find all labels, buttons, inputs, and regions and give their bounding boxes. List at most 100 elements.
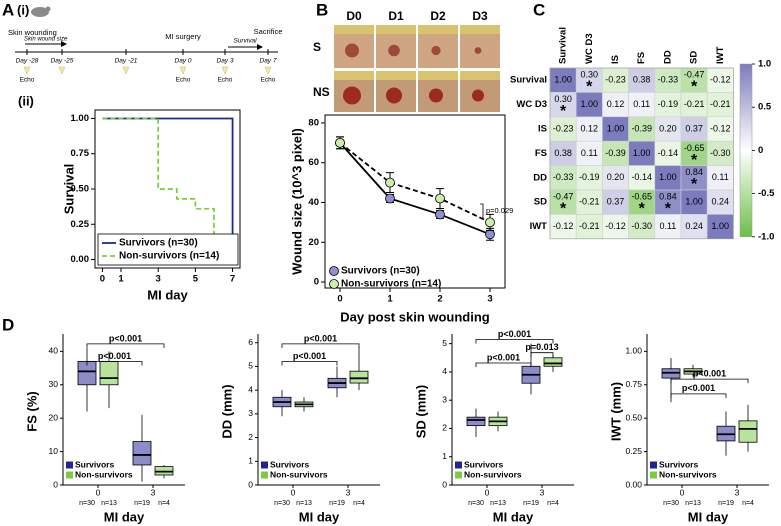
heatmap-cell: [628, 189, 656, 215]
y-tick-label: 3: [442, 394, 447, 404]
n-label: n=30: [663, 500, 679, 507]
data-point: [385, 177, 395, 188]
n-label: n=19: [329, 500, 345, 507]
data-point: [385, 193, 395, 204]
photo-row-label: NS: [313, 85, 330, 99]
data-point: [435, 193, 445, 204]
panel-label: D: [2, 315, 14, 334]
y-tick-label: 40: [308, 197, 319, 208]
echo-label: Echo: [218, 77, 233, 84]
legend-symbol: [261, 471, 268, 479]
legend-label: Non-survivors: [659, 469, 717, 479]
x-axis-label: MI day: [299, 509, 340, 524]
heatmap-cell: [602, 92, 629, 118]
cell-label: -0.23: [553, 123, 574, 133]
cell-label: -0.65: [631, 192, 652, 202]
photo-wound: [429, 88, 443, 103]
n-label: n=13: [685, 500, 701, 507]
cell-label: 1.00: [659, 172, 677, 182]
y-axis-label: Wound size (10^3 pixel): [289, 128, 304, 275]
significance-label: p<0.001: [693, 369, 726, 379]
n-label: n=30: [274, 500, 290, 507]
significance-label: p<0.001: [293, 351, 326, 361]
significance-bracket: [281, 343, 360, 348]
echo-label: Echo: [20, 77, 35, 84]
n-label: n=30: [79, 500, 95, 507]
x-tick-label: 3: [735, 487, 740, 497]
x-tick-label: 0: [485, 487, 490, 497]
y-tick-label: 0.75: [625, 379, 642, 389]
legend-symbol: [329, 279, 339, 289]
panel-label: A: [2, 0, 14, 19]
cell-label: 0.38: [554, 148, 572, 158]
data-point: [435, 209, 445, 220]
cell-label: 0.37: [607, 197, 625, 207]
y-tick-label: 0: [248, 479, 253, 489]
heatmap-cell: [602, 116, 629, 142]
significance-label: p<0.001: [98, 351, 131, 361]
legend-label: Non-survivors: [75, 469, 133, 479]
column-label: Survival: [558, 27, 569, 64]
heatmap-cell: [680, 116, 708, 142]
y-tick-label: 80: [308, 117, 319, 128]
photo-wound: [386, 87, 402, 104]
y-tick-label: 10: [49, 446, 59, 456]
n-label: n=4: [547, 500, 559, 507]
photo-ruler: [376, 25, 416, 34]
box: [543, 357, 563, 367]
photo-ruler: [334, 71, 374, 80]
cell-label: -0.12: [710, 123, 731, 133]
significance-bracket: [670, 378, 749, 384]
n-label: n=19: [134, 500, 150, 507]
y-tick-label: 0.00: [625, 479, 642, 489]
n-label: n=19: [523, 500, 539, 507]
cell-label: 1.00: [581, 99, 599, 109]
legend-label: Survivors: [659, 459, 698, 469]
legend-symbol: [455, 461, 462, 469]
cell-label: -0.33: [658, 75, 679, 85]
n-label: n=19: [718, 500, 734, 507]
heatmap-cell: [575, 189, 603, 215]
y-tick-label: 4: [442, 366, 447, 376]
heatmap-cell: [654, 116, 682, 142]
y-axis-label: Survival: [61, 164, 76, 215]
x-tick-label: 0: [680, 487, 685, 497]
y-tick-label: 6: [248, 337, 253, 347]
cell-label: 0.30: [554, 94, 572, 104]
x-tick-label: 3: [156, 274, 161, 285]
photo-ruler: [376, 71, 416, 80]
cell-label: 0.38: [633, 75, 651, 85]
column-label: SD: [689, 51, 700, 64]
box: [132, 441, 152, 466]
cell-label: -0.14: [631, 172, 652, 182]
y-tick-label: 0.25: [71, 219, 90, 230]
series-line: [339, 142, 491, 224]
n-label: n=13: [296, 500, 312, 507]
y-tick-label: 1.00: [71, 113, 90, 124]
photo-column-label: D0: [346, 9, 362, 23]
cell-label: 1.00: [607, 123, 625, 133]
timeline-label: Sacrifice: [254, 27, 283, 36]
y-tick-label: 0: [53, 479, 58, 489]
photo-row-label: S: [313, 40, 321, 54]
panel-sublabel: (ii): [18, 93, 34, 108]
timeline-label: Survival: [233, 38, 257, 45]
y-tick-label: 0.25: [625, 446, 642, 456]
n-label: n=4: [742, 500, 754, 507]
significance-bracket: [475, 362, 532, 367]
legend-label: Non-survivors: [464, 469, 522, 479]
significance-star: *: [691, 176, 698, 193]
x-axis-label: MI day: [104, 509, 145, 524]
photo-ruler: [460, 71, 500, 80]
echo-marker: [179, 66, 187, 75]
heatmap-cell: [628, 92, 656, 118]
annotation-bracket: [480, 203, 484, 219]
cell-label: 0.30: [581, 70, 599, 80]
cell-label: 0.11: [633, 99, 650, 109]
colorbar-tick-label: 0.5: [758, 102, 772, 113]
day-label: Day -21: [115, 58, 138, 65]
mouse-icon: [31, 7, 49, 17]
cell-label: 1.00: [685, 197, 703, 207]
legend-label: Non-survivors: [270, 469, 328, 479]
